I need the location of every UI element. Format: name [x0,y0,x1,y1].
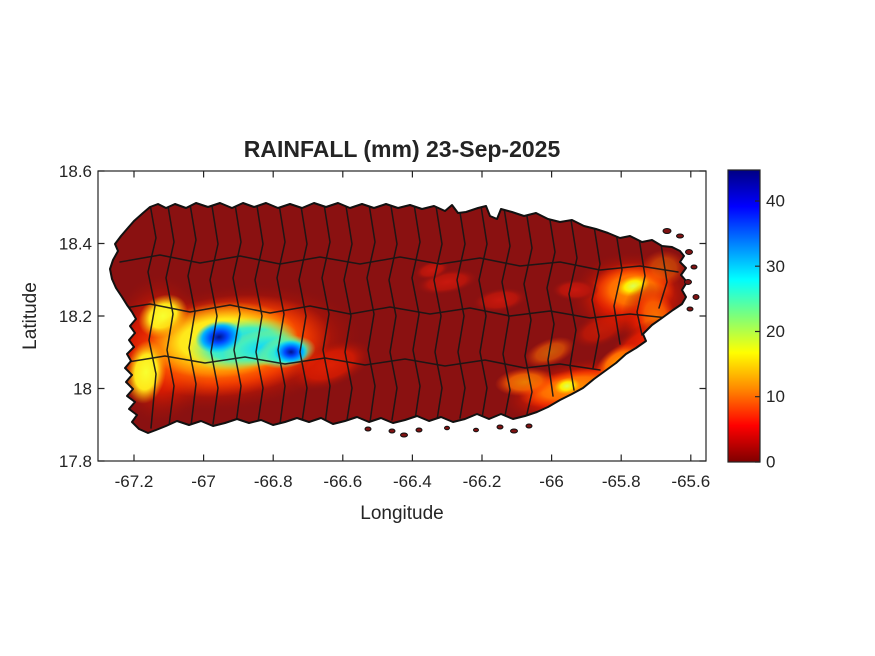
municipality-boundaries [111,203,679,429]
colorbar-tick-label: 20 [766,322,785,341]
offshore-islets [364,228,700,438]
y-tick-label: 18.6 [59,162,92,181]
axis-ticks [98,170,706,462]
y-tick-label: 18.2 [59,307,92,326]
colorbar-gradient [727,169,761,463]
colorbar-tick-label: 40 [766,192,785,211]
x-tick-label: -65.6 [671,472,710,491]
y-tick-label: 18 [73,380,92,399]
x-tick-label: -65.8 [602,472,641,491]
y-tick-label: 17.8 [59,452,92,471]
x-tick-label: -66.2 [463,472,502,491]
y-axis-label: Latitude [20,282,41,350]
x-tick-label: -67.2 [115,472,154,491]
colorbar-tick-label: 0 [766,453,775,472]
colorbar-tick-labels: 0 10 20 30 40 [766,192,785,472]
figure-title: RAINFALL (mm) 23-Sep-2025 [244,136,561,162]
x-tick-label: -67 [191,472,216,491]
x-tick-label: -66.4 [393,472,432,491]
colorbar: 0 10 20 30 40 [727,169,785,472]
y-axis: 18.6 18.4 18.2 18 17.8 [59,162,92,471]
coastline [109,202,688,434]
x-tick-label: -66.6 [323,472,362,491]
x-tick-label: -66 [539,472,564,491]
colorbar-ticks [755,200,760,463]
y-tick-label: 18.4 [59,235,92,254]
colorbar-tick-label: 30 [766,257,785,276]
x-tick-label: -66.8 [254,472,293,491]
x-axis: -67.2 -67 -66.8 -66.6 -66.4 -66.2 -66 -6… [115,472,711,491]
island-map [109,202,700,438]
x-axis-label: Longitude [360,503,443,524]
colorbar-tick-label: 10 [766,387,785,406]
